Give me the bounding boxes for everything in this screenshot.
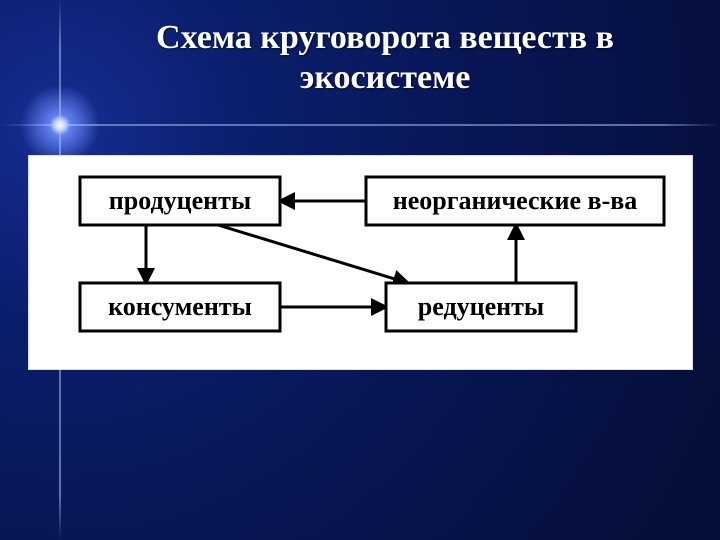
star-icon — [50, 115, 70, 135]
node-inorganic: неорганические в-ва — [366, 177, 664, 225]
diagram-panel: продуценты неорганические в-ва консументы р… — [28, 155, 693, 370]
flowchart: продуценты неорганические в-ва консументы р… — [28, 155, 693, 370]
node-reducers: редуценты — [386, 283, 576, 331]
node-label-producers: продуценты — [109, 186, 251, 215]
edge-producers-to-reducers — [218, 225, 408, 283]
node-label-inorganic: неорганические в-ва — [393, 186, 638, 215]
decorative-line-horizontal — [0, 124, 720, 126]
page-title: Схема круговорота веществ в экосистеме — [80, 18, 690, 98]
node-label-consumers: консументы — [108, 292, 252, 321]
slide: Схема круговорота веществ в экосистеме п… — [0, 0, 720, 540]
node-producers: продуценты — [80, 177, 280, 225]
node-label-reducers: редуценты — [418, 292, 544, 321]
node-consumers: консументы — [80, 283, 280, 331]
